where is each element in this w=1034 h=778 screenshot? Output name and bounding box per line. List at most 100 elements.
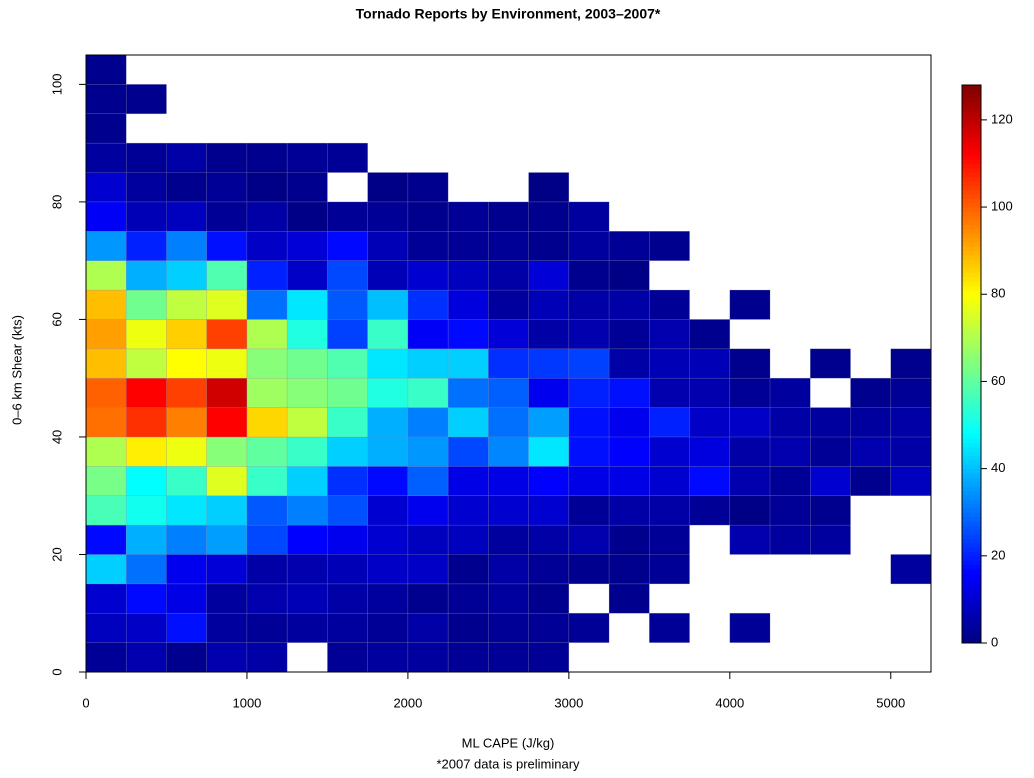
colorbar-step [962, 534, 981, 539]
cell [125, 642, 167, 673]
colorbar-step [962, 542, 981, 548]
colorbar-step [962, 285, 981, 291]
cell [488, 495, 529, 526]
colorbar-step [962, 224, 981, 230]
colorbar-step [962, 446, 981, 452]
cell [85, 612, 127, 643]
colorbar-tick-label: 80 [991, 286, 1005, 301]
cell [769, 524, 811, 555]
colorbar-step [962, 547, 981, 552]
colorbar-step [962, 625, 981, 631]
cell [85, 84, 127, 115]
cell [246, 377, 288, 408]
cell [246, 201, 288, 232]
colorbar-step [962, 163, 981, 169]
cell [488, 642, 529, 673]
colorbar-step [962, 568, 981, 574]
cell [206, 172, 248, 203]
colorbar-step [962, 451, 981, 457]
cell [447, 524, 489, 555]
colorbar-step [962, 403, 981, 409]
colorbar-step [962, 215, 981, 221]
cell [488, 348, 529, 379]
chart-title: Tornado Reports by Environment, 2003–200… [356, 6, 661, 22]
cell [206, 260, 248, 291]
cell [528, 348, 570, 379]
cell [407, 612, 449, 643]
cell [407, 554, 449, 585]
colorbar-step [962, 220, 981, 225]
colorbar-step [962, 416, 981, 422]
cell [206, 348, 248, 379]
cell [85, 436, 127, 467]
colorbar-step [962, 481, 981, 487]
colorbar-step [962, 555, 981, 561]
colorbar-step [962, 324, 981, 330]
cell [769, 407, 811, 438]
cell [528, 554, 570, 585]
colorbar-tick-label: 40 [991, 460, 1005, 475]
cell [246, 466, 288, 497]
cell [689, 348, 731, 379]
colorbar-step [962, 634, 981, 640]
colorbar-step [962, 472, 981, 478]
cell [246, 495, 288, 526]
cell [327, 524, 368, 555]
y-tick-label: 100 [49, 74, 64, 96]
colorbar-step [962, 98, 981, 103]
cell [447, 466, 489, 497]
cell [85, 377, 127, 408]
colorbar-step [962, 368, 981, 374]
cell [246, 289, 288, 320]
cell [246, 142, 288, 173]
cell [246, 612, 288, 643]
cell [85, 524, 127, 555]
cell [528, 319, 570, 350]
cell [608, 495, 650, 526]
colorbar-step [962, 281, 981, 287]
cell [689, 495, 731, 526]
cell [125, 554, 167, 585]
cell [327, 466, 368, 497]
colorbar-step [962, 581, 981, 587]
cell [649, 377, 690, 408]
colorbar-step [962, 307, 981, 313]
cell [729, 348, 771, 379]
cell [367, 583, 409, 614]
cell [407, 466, 449, 497]
cell [608, 230, 650, 261]
cell [327, 230, 368, 261]
cell [85, 466, 127, 497]
cell [327, 495, 368, 526]
cell [608, 377, 650, 408]
colorbar-step [962, 429, 981, 435]
colorbar-step [962, 146, 981, 151]
cell [528, 260, 570, 291]
cell [608, 466, 650, 497]
cell [447, 612, 489, 643]
cell [488, 230, 529, 261]
cell [809, 436, 851, 467]
cell [327, 142, 368, 173]
cell [166, 348, 208, 379]
cell [327, 583, 368, 614]
cell [206, 319, 248, 350]
cell [769, 436, 811, 467]
cell [649, 466, 690, 497]
colorbar-step [962, 490, 981, 496]
colorbar-step [962, 512, 981, 518]
cell [447, 407, 489, 438]
cell [85, 348, 127, 379]
cell [568, 495, 610, 526]
cell [367, 348, 409, 379]
cell [528, 436, 570, 467]
colorbar-step [962, 616, 981, 622]
colorbar-step [962, 298, 981, 304]
cell [649, 230, 690, 261]
cell [528, 289, 570, 320]
cell [327, 642, 368, 673]
colorbar-step [962, 433, 981, 439]
colorbar-step [962, 525, 981, 531]
cell [568, 348, 610, 379]
cell [246, 642, 288, 673]
